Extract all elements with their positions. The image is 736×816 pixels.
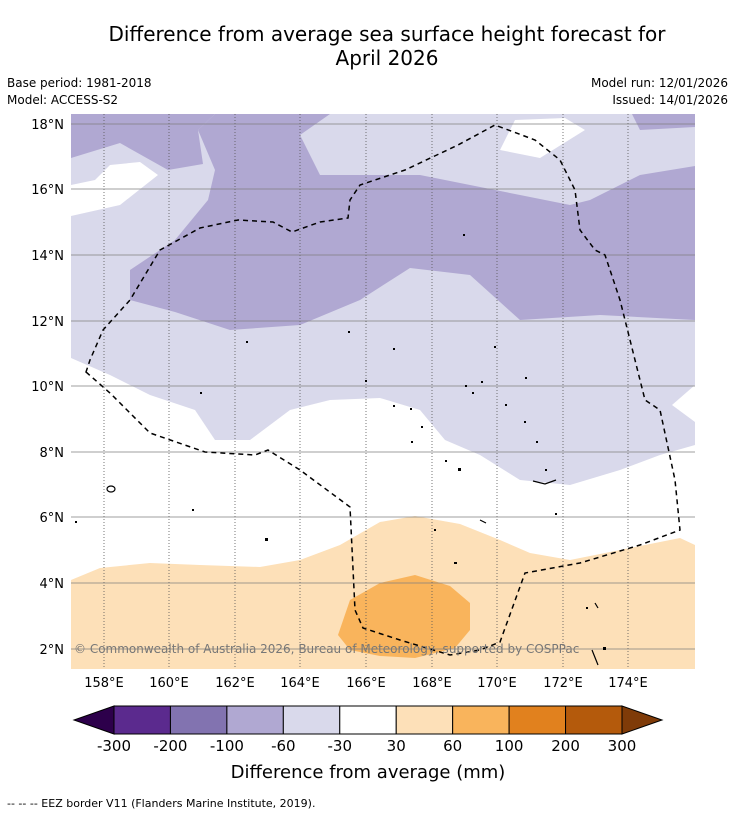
title-line-2: April 2026 (335, 46, 439, 70)
model-run: Model run: 12/01/2026 (590, 76, 728, 90)
copyright-notice: © Commonwealth of Australia 2026, Bureau… (74, 642, 579, 656)
chart-title: Difference from average sea surface heig… (60, 22, 714, 70)
colorbar-extend-low (72, 705, 115, 735)
colorbar-tick-label: 100 (495, 737, 524, 755)
eez-border (85, 124, 681, 656)
lat-label: 12°N (31, 315, 64, 330)
colorbar-segment (282, 705, 341, 735)
colorbar-segment (565, 705, 623, 735)
lat-label: 2°N (40, 643, 65, 658)
lon-label: 172°E (543, 676, 583, 691)
band-neutral-ne (500, 118, 585, 158)
islets (75, 234, 606, 650)
colorbar-segment (452, 705, 510, 735)
colorbar-segment (169, 705, 228, 735)
lon-label: 166°E (346, 676, 386, 691)
lon-label: 168°E (412, 676, 452, 691)
colorbar-tick-label: 60 (443, 737, 462, 755)
islands (106, 479, 599, 666)
band-minus100-minus60 (71, 114, 215, 170)
colorbar-tick-label: -30 (328, 737, 353, 755)
lat-label: 14°N (31, 249, 64, 264)
lon-label: 174°E (608, 676, 648, 691)
lat-axis: 18°N 16°N 14°N 12°N 10°N 8°N 6°N 4°N 2°N (31, 118, 64, 658)
colorbar-tick-label: 30 (387, 737, 406, 755)
colorbar-title: Difference from average (mm) (231, 762, 506, 783)
lon-label: 162°E (215, 676, 255, 691)
lat-label: 4°N (40, 577, 65, 592)
eez-legend: -- -- -- EEZ border V11 (Flanders Marine… (7, 797, 316, 810)
band-neutral-e (672, 385, 695, 422)
base-period: Base period: 1981-2018 (7, 76, 152, 90)
lon-label: 170°E (477, 676, 517, 691)
colorbar-segment (508, 705, 567, 735)
lon-label: 160°E (149, 676, 189, 691)
lat-label: 8°N (40, 446, 65, 461)
meta-right: Model run: 12/01/2026 Issued: 14/01/2026 (591, 75, 728, 109)
lon-label: 158°E (84, 676, 124, 691)
band-minus100-minus60-ne (632, 114, 695, 130)
colorbar-tick-label: -200 (153, 737, 187, 755)
colorbar-tick-label: -100 (210, 737, 244, 755)
lon-axis: 158°E 160°E 162°E 164°E 166°E 168°E 170°… (84, 676, 648, 691)
colorbar-segment (395, 705, 454, 735)
colorbar-segment (226, 705, 284, 735)
graticule-lon (103, 114, 629, 669)
colorbar-tick-label: 300 (608, 737, 637, 755)
lat-label: 18°N (31, 118, 64, 133)
colorbar: -300 -200 -100 -60 -30 30 60 100 200 300 Differen… (72, 705, 664, 783)
lat-label: 10°N (31, 380, 64, 395)
map-figure: © Commonwealth of Australia 2026, Bureau… (31, 114, 695, 783)
lat-label: 16°N (31, 183, 64, 198)
colorbar-tick-label: -60 (271, 737, 296, 755)
colorbar-extend-high (621, 705, 664, 735)
meta-left: Base period: 1981-2018 Model: ACCESS-S2 (7, 75, 152, 109)
issued-date: Issued: 14/01/2026 (612, 93, 728, 107)
lat-label: 6°N (40, 511, 65, 526)
band-60-100 (338, 575, 470, 658)
colorbar-tick-label: 200 (551, 737, 580, 755)
model-name: Model: ACCESS-S2 (7, 93, 119, 107)
title-line-1: Difference from average sea surface heig… (108, 22, 666, 46)
lon-label: 164°E (280, 676, 320, 691)
band-minus100-minus60-main (130, 114, 695, 330)
colorbar-segment (113, 705, 171, 735)
sea-level-field (71, 114, 695, 669)
colorbar-segment (339, 705, 397, 735)
graticule-lat (71, 123, 695, 650)
colorbar-tick-label: -300 (97, 737, 131, 755)
